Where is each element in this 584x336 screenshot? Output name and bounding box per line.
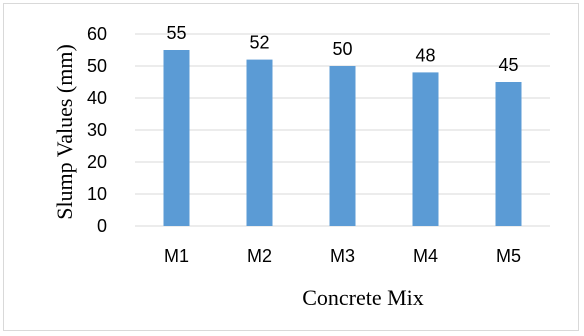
y-tick-labels: 0 10 20 30 40 50 60 [87,24,107,236]
bar-m4 [412,72,439,227]
bar-m3 [329,66,356,226]
data-label-m4: 48 [415,45,435,65]
bar-m2 [246,59,273,226]
chart-frame [3,3,579,331]
data-label-m5: 45 [498,55,518,75]
data-label-m2: 52 [249,33,269,53]
y-tick-label: 30 [87,120,107,140]
x-tick-label-m4: M4 [413,246,438,266]
x-axis-title: Concrete Mix [302,285,424,310]
x-tick-label-m2: M2 [247,246,272,266]
y-tick-label: 20 [87,152,107,172]
x-tick-labels: M1 M2 M3 M4 M5 [164,246,521,266]
y-tick-label: 0 [97,216,107,236]
y-tick-label: 50 [87,56,107,76]
data-labels: 55 52 50 48 45 [166,23,518,75]
y-axis-title: Slump Values (mm) [52,44,77,220]
y-tick-label: 60 [87,24,107,44]
bars [163,50,522,227]
data-label-m3: 50 [332,39,352,59]
x-tick-label-m1: M1 [164,246,189,266]
y-tick-label: 10 [87,184,107,204]
bar-m5 [495,82,522,226]
data-label-m1: 55 [166,23,186,43]
x-tick-label-m3: M3 [330,246,355,266]
y-tick-label: 40 [87,88,107,108]
bar-m1 [163,50,190,226]
x-tick-label-m5: M5 [496,246,521,266]
